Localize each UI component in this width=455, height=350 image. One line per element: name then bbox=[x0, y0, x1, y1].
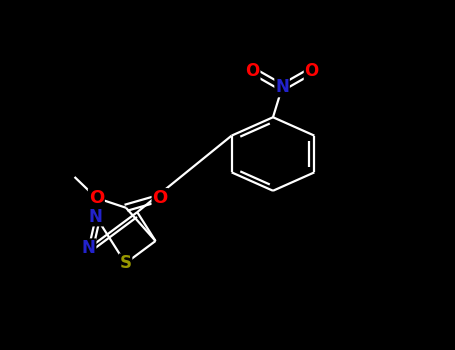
Text: O: O bbox=[152, 189, 168, 207]
Text: N: N bbox=[275, 78, 289, 97]
Text: N: N bbox=[82, 239, 96, 257]
Text: N: N bbox=[89, 208, 103, 226]
Text: O: O bbox=[89, 189, 104, 207]
Text: S: S bbox=[120, 254, 131, 272]
Text: O: O bbox=[304, 62, 319, 80]
Text: O: O bbox=[245, 62, 260, 80]
